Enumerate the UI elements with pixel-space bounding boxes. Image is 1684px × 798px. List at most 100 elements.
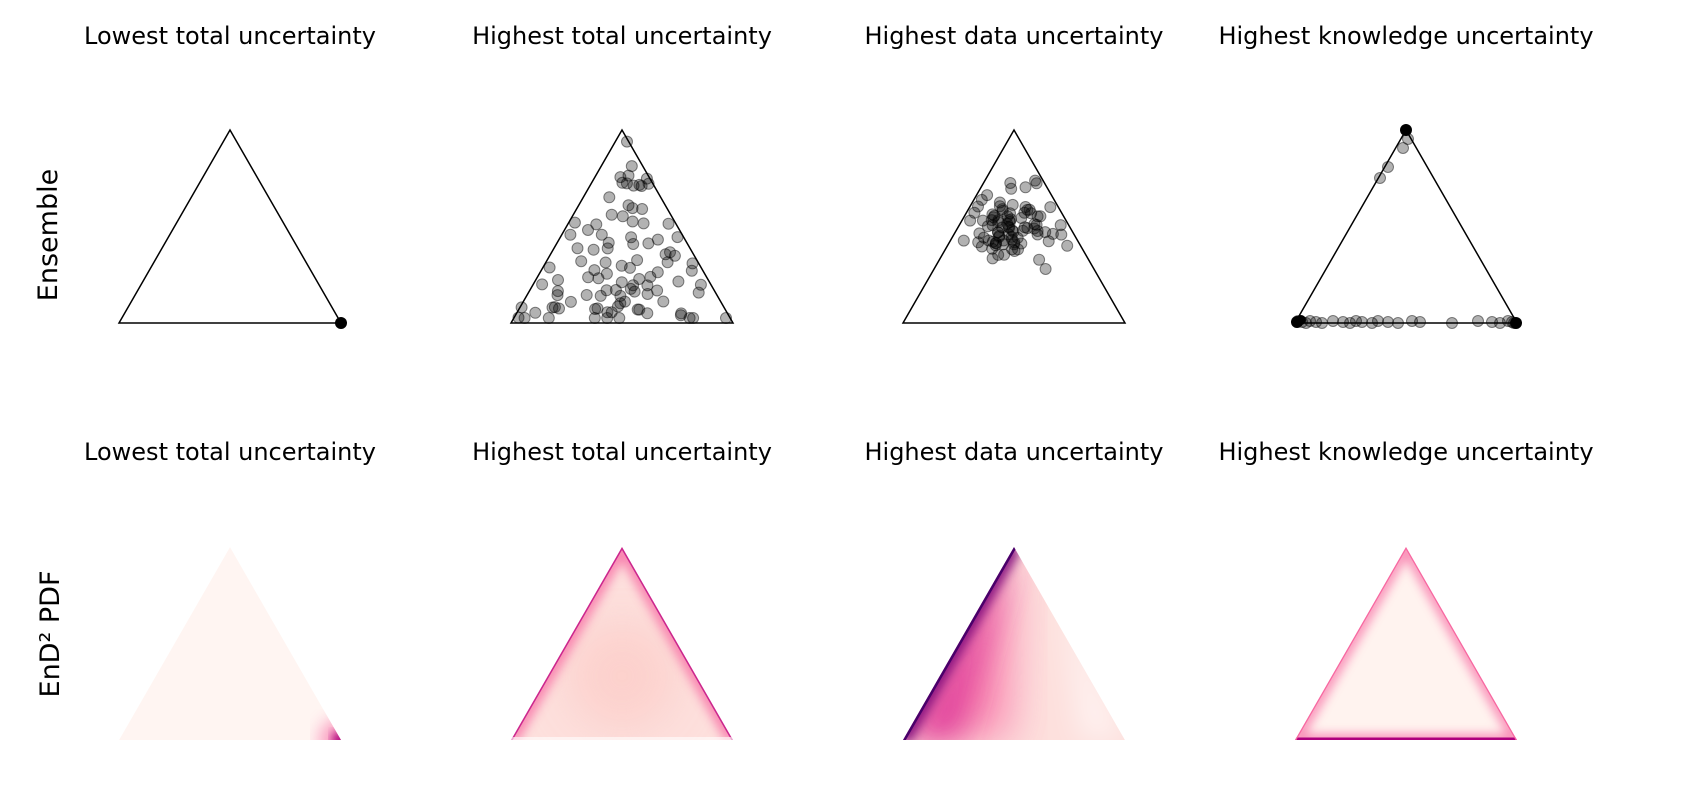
ensemble-point [992,248,1005,261]
ensemble-point [605,306,618,319]
ensemble-point [1414,316,1426,328]
ensemble-point [687,312,700,324]
ensemble-point [1034,210,1047,223]
ensemble-point [1382,161,1394,173]
ensemble-point [624,261,636,274]
ensemble-point [668,249,681,262]
ensemble-point [616,176,629,189]
ensemble-point [981,220,994,233]
ensemble-point [674,309,687,322]
ensemble-point [1044,201,1057,214]
ensemble-point [992,226,1004,239]
ensemble-point [1006,224,1019,237]
ensemble-point [993,229,1006,242]
ensemble-point [551,285,564,298]
ensemble-point [968,206,981,219]
ensemble-point [515,301,528,314]
ensemble-point [1008,238,1020,251]
ensemble-point [1004,177,1017,189]
ensemble-point [1372,315,1384,327]
density-panel-4 [1295,547,1517,740]
ensemble-point [644,270,657,283]
ensemble-point [1494,317,1506,329]
ensemble-point [1006,233,1019,246]
ensemble-point [642,177,655,190]
ensemble-point [1028,218,1041,231]
simplex-ens-2 [509,128,735,324]
ensemble-point [1005,213,1017,226]
ensemble-point [1310,316,1322,328]
simplex-ens-4 [1293,128,1519,324]
ensemble-point [624,282,637,295]
ensemble-point [686,257,699,270]
ensemble-point [609,284,622,296]
panel-title-ens-4: Highest knowledge uncertainty [1218,22,1593,50]
ensemble-point [1005,182,1018,195]
ensemble-point [657,295,670,308]
ensemble-point [536,278,549,291]
ensemble-point [592,272,605,285]
ensemble-point [996,221,1009,234]
ensemble-point [986,208,999,221]
ensemble-point [987,211,1000,224]
ensemble-point [997,234,1010,247]
ensemble-point [551,289,564,302]
ensemble-point [1019,201,1032,213]
ensemble-point [1392,317,1404,329]
ensemble-point [1025,207,1038,220]
ensemble-point [1031,228,1044,241]
ensemble-point [997,238,1010,251]
ensemble-point [957,234,970,247]
ensemble-point [1001,217,1014,230]
ensemble-point [664,246,676,259]
ensemble-point [605,208,618,221]
ensemble-point [588,312,601,324]
ensemble-point [582,224,594,236]
ensemble-point [1316,317,1328,329]
ensemble-point [635,180,648,192]
ensemble-point [989,239,1002,252]
ensemble-point [1004,207,1016,220]
ensemble-point [972,200,984,213]
ensemble-point [614,289,627,302]
ensemble-point [600,267,613,280]
ensemble-point [568,216,581,229]
density-panel-2 [511,547,733,740]
ensemble-point [640,172,653,185]
ensemble-point [988,209,1001,222]
ensemble-point [1007,225,1020,238]
ensemble-point [993,196,1006,209]
ensemble-point [1005,230,1018,243]
ensemble-point [1397,142,1409,154]
ensemble-points-1 [335,317,347,329]
ensemble-point [615,276,628,289]
ensemble-point [685,264,698,277]
ensemble-point [1023,203,1036,216]
ensemble-point [1039,226,1052,239]
ensemble-point [1337,316,1349,328]
ensemble-point [615,259,628,272]
ensemble-point [564,295,577,308]
ensemble-point [590,218,603,231]
ensemble-point [1019,181,1032,194]
ensemble-point [571,242,584,255]
ensemble-point [982,234,995,247]
ensemble-point [620,177,633,190]
ensemble-point [993,200,1006,213]
ensemble-point [546,301,559,314]
ensemble-point [1003,214,1016,227]
density-panel-3 [903,547,1125,740]
ensemble-point [633,303,646,316]
ensemble-point [611,300,624,313]
panel-title-ens-1: Lowest total uncertainty [84,22,376,50]
ensemble-point [1039,263,1052,275]
ensemble-point [553,302,565,315]
ensemble-point [992,216,1005,229]
ensemble-point [1374,172,1386,184]
simplex-ens-1 [117,128,343,324]
ensemble-point [552,274,564,286]
panel-title-pdf-4: Highest knowledge uncertainty [1218,438,1593,466]
ensemble-point [600,284,613,297]
